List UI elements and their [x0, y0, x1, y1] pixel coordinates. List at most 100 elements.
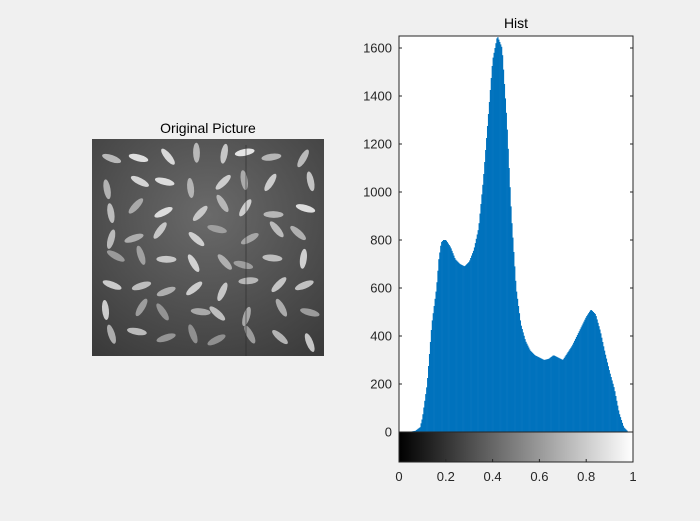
histogram-bar: [487, 114, 490, 432]
rice-grain: [106, 229, 116, 249]
histogram-bar: [601, 337, 603, 432]
histogram-bar: [525, 341, 527, 432]
histogram-bar: [455, 259, 457, 432]
rice-grain: [263, 211, 284, 218]
histogram-bar: [474, 243, 477, 432]
histogram-bar: [545, 359, 548, 432]
rice-grain: [131, 281, 152, 291]
histogram-bar: [478, 223, 480, 432]
histogram-bar: [549, 357, 551, 432]
histogram-bar: [432, 313, 434, 432]
histogram-bar: [542, 359, 544, 432]
histogram-bar: [415, 430, 418, 432]
histogram-bar: [517, 306, 520, 432]
histogram-bar: [486, 138, 488, 432]
histogram-bar: [559, 358, 561, 432]
histogram-bar: [503, 84, 506, 432]
histogram-bar: [567, 352, 569, 432]
histogram-bar: [610, 377, 612, 432]
histogram-bar: [507, 148, 509, 433]
histogram-bar: [569, 349, 571, 432]
histogram-bar: [543, 359, 545, 432]
rice-grain: [124, 233, 144, 243]
histogram-bar: [598, 326, 600, 432]
rice-grain: [271, 277, 287, 293]
histogram-bar: [502, 69, 505, 432]
histogram-bar: [528, 347, 530, 432]
rice-grain: [187, 254, 200, 273]
histogram-bar: [488, 102, 491, 432]
histogram-bar: [472, 250, 475, 432]
histogram-bar: [481, 194, 483, 432]
histogram-bar: [614, 391, 616, 432]
histogram-bar: [496, 38, 498, 433]
histogram-bar: [532, 353, 535, 432]
rice-grain: [272, 330, 288, 345]
histogram-bar: [603, 350, 606, 432]
histogram-bar: [563, 357, 565, 432]
histogram-bar: [505, 112, 507, 433]
rice-grain: [233, 260, 254, 269]
histogram-bar: [464, 265, 466, 432]
histogram-bar: [444, 240, 447, 432]
histogram-bar: [607, 366, 609, 432]
histogram-bar: [536, 356, 538, 432]
rice-grain: [300, 308, 320, 317]
histogram-bar: [446, 242, 448, 432]
histogram-bar: [524, 339, 526, 432]
histogram-bar: [428, 366, 430, 432]
histogram-bar: [568, 350, 570, 432]
histogram-bar: [613, 387, 615, 432]
histogram-bar: [561, 359, 564, 432]
histogram-bar: [577, 333, 580, 432]
histogram-bar: [491, 66, 493, 432]
rice-grain: [262, 254, 283, 262]
histogram-bar: [516, 291, 518, 432]
histogram-bar: [458, 263, 461, 432]
histogram-bar: [521, 329, 523, 432]
rice-grain: [127, 327, 147, 336]
rice-grain: [190, 308, 211, 316]
histogram-bar: [580, 327, 582, 432]
histogram-bar: [508, 168, 510, 432]
histogram-bar: [553, 355, 555, 432]
x-tick-label: 1: [629, 469, 636, 484]
histogram-bar: [509, 187, 511, 432]
histogram-bar: [526, 343, 528, 432]
histogram-bar: [625, 429, 627, 432]
histogram-bar: [529, 349, 531, 432]
rice-grain: [264, 173, 277, 192]
histogram-bar: [623, 427, 625, 432]
rice-grains: [101, 142, 320, 352]
histogram-bar: [500, 44, 502, 433]
rice-grain: [102, 280, 122, 290]
rice-grain: [154, 206, 173, 218]
histogram-bar: [589, 311, 591, 432]
histogram-bar: [443, 240, 446, 432]
histogram-bar: [516, 298, 519, 432]
histogram-bar: [475, 238, 477, 432]
histogram-bar: [435, 291, 437, 432]
histogram-bar: [552, 355, 554, 432]
y-tick-label: 200: [370, 377, 392, 392]
rice-grain: [217, 282, 228, 302]
histogram-bar: [483, 174, 485, 432]
histogram-bar: [434, 298, 436, 432]
histogram-bar: [462, 265, 464, 432]
histogram-bar: [419, 427, 421, 432]
histogram-bar: [570, 347, 572, 432]
histogram-bar: [539, 357, 541, 432]
rice-grain: [269, 221, 284, 238]
histogram-bar: [460, 264, 463, 432]
histogram-bar: [591, 311, 594, 432]
rice-grain: [128, 153, 149, 162]
histogram-bar: [564, 356, 566, 432]
histogram-bar: [463, 266, 465, 432]
histogram-bar: [618, 410, 620, 432]
histogram-bar: [492, 57, 494, 432]
histogram-bar: [501, 55, 504, 432]
histogram-bar: [576, 335, 579, 432]
y-tick-label: 1600: [363, 41, 392, 56]
rice-grain: [238, 277, 259, 285]
histogram-bar: [428, 354, 431, 432]
